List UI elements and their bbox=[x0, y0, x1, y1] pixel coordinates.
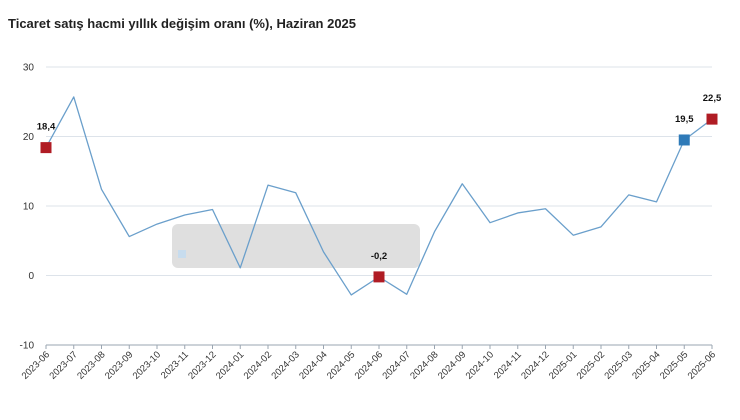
x-tick-label: 2025-03 bbox=[602, 349, 634, 381]
data-label: 18,4 bbox=[37, 122, 56, 133]
x-tick-label: 2024-07 bbox=[380, 349, 412, 381]
data-label-layer: 18,4 -0,2 19,5 22,5 bbox=[37, 93, 722, 262]
x-tick-label: 2024-11 bbox=[492, 349, 524, 381]
tooltip-swatch bbox=[178, 250, 186, 258]
x-tick-label: 2025-01 bbox=[547, 349, 579, 381]
data-point-marker[interactable] bbox=[373, 271, 385, 283]
data-label: 19,5 bbox=[675, 114, 694, 125]
x-tick-label: 2024-01 bbox=[214, 349, 246, 381]
x-tick-label: 2025-02 bbox=[575, 349, 607, 381]
y-tick-label: 20 bbox=[23, 132, 35, 143]
tooltip-box bbox=[172, 224, 420, 268]
y-tick-label: -10 bbox=[20, 341, 35, 352]
x-axis: 2023-062023-072023-082023-092023-102023-… bbox=[20, 345, 718, 382]
x-tick-label: 2024-12 bbox=[519, 349, 551, 381]
x-tick-label: 2025-04 bbox=[630, 349, 662, 381]
x-tick-label: 2024-06 bbox=[353, 349, 385, 381]
y-tick-label: 10 bbox=[23, 202, 35, 213]
chart-title: Ticaret satış hacmi yıllık değişim oranı… bbox=[8, 16, 356, 31]
y-tick-label: 30 bbox=[23, 63, 35, 74]
x-tick-label: 2024-09 bbox=[436, 349, 468, 381]
x-tick-label: 2025-05 bbox=[658, 349, 690, 381]
data-point-marker[interactable] bbox=[40, 142, 52, 154]
marker-layer bbox=[40, 113, 718, 283]
x-tick-label: 2023-12 bbox=[186, 349, 218, 381]
tooltip bbox=[172, 224, 420, 268]
x-tick-label: 2023-08 bbox=[75, 349, 107, 381]
x-tick-label: 2025-06 bbox=[686, 349, 718, 381]
data-point-marker[interactable] bbox=[678, 134, 690, 146]
data-label: 22,5 bbox=[703, 93, 722, 104]
x-tick-label: 2024-08 bbox=[408, 349, 440, 381]
data-label: -0,2 bbox=[371, 251, 387, 262]
y-tick-label: 0 bbox=[28, 271, 34, 282]
x-tick-label: 2023-06 bbox=[20, 349, 52, 381]
x-tick-label: 2024-02 bbox=[242, 349, 274, 381]
x-tick-label: 2024-10 bbox=[464, 349, 496, 381]
x-tick-label: 2023-09 bbox=[103, 349, 135, 381]
x-tick-label: 2023-07 bbox=[47, 349, 79, 381]
data-point-marker[interactable] bbox=[706, 113, 718, 125]
x-tick-label: 2023-11 bbox=[159, 349, 191, 381]
x-tick-label: 2024-05 bbox=[325, 349, 357, 381]
x-tick-label: 2024-03 bbox=[269, 349, 301, 381]
grid-layer bbox=[46, 66, 712, 346]
x-tick-label: 2024-04 bbox=[297, 349, 329, 381]
y-axis: -10 0 10 20 30 bbox=[20, 63, 35, 352]
x-tick-label: 2023-10 bbox=[131, 349, 163, 381]
